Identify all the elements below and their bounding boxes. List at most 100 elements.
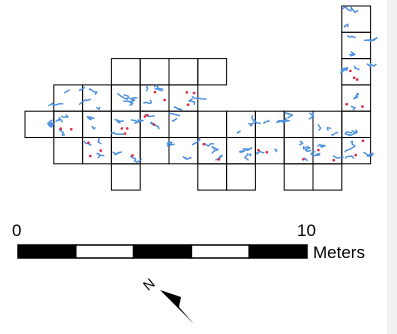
window-edge — [387, 0, 397, 334]
north-arrow-icon: N — [140, 275, 194, 324]
grid-cell — [254, 137, 285, 165]
artifact-outline — [284, 111, 294, 119]
artifact-outline — [344, 155, 355, 159]
artifact-outline — [317, 143, 326, 148]
artifact-outline — [97, 138, 102, 145]
artifact-outline — [298, 140, 304, 146]
point-find-marker — [354, 153, 358, 157]
artifact-outline — [64, 89, 70, 94]
artifact-outline — [251, 114, 261, 125]
artifact-outline — [116, 92, 129, 100]
artifact-outline — [363, 37, 378, 43]
grid-cell — [312, 110, 343, 138]
scale-unit-label: Meters — [313, 243, 365, 262]
grid-cell — [341, 5, 372, 33]
grid-cell — [197, 58, 228, 86]
point-find-marker — [361, 105, 364, 108]
grid-cell — [110, 58, 141, 86]
artifact-outline — [114, 119, 124, 124]
point-find-marker — [146, 114, 149, 117]
artifact-outline — [366, 63, 377, 68]
artifact-outline — [263, 119, 270, 124]
artifact-outline — [88, 88, 98, 95]
artifact-outline — [344, 140, 356, 153]
artifact-outline — [83, 140, 92, 147]
point-find-marker — [120, 127, 124, 130]
artifact-outline — [353, 65, 360, 71]
point-find-marker — [152, 123, 156, 126]
point-find-marker — [185, 91, 189, 94]
scale-segments — [17, 244, 308, 259]
grid-cell — [139, 58, 170, 86]
artifact-outline — [256, 150, 265, 155]
point-find-marker — [352, 76, 356, 80]
artifact-outline — [130, 154, 143, 163]
grid-cell — [53, 84, 84, 112]
excavation-grid — [24, 5, 372, 191]
artifact-outline — [350, 105, 356, 111]
point-find-marker — [345, 102, 349, 106]
artifact-outline — [351, 129, 358, 136]
artifact-outline — [168, 112, 181, 117]
north-arrow-shape — [160, 290, 194, 324]
scale-segment — [17, 244, 77, 259]
artifact-outline — [242, 146, 253, 151]
point-find-marker — [217, 158, 221, 161]
grid-cell — [341, 137, 372, 165]
artifact-outline — [248, 121, 255, 127]
grid-cell — [139, 137, 170, 165]
artifact-outline — [275, 119, 291, 124]
artifact-outline — [91, 125, 96, 130]
point-find-marker — [131, 154, 134, 157]
artifact-outline — [86, 116, 95, 121]
artifact-outline — [48, 121, 56, 127]
grid-cell — [82, 137, 112, 165]
artifact-outline — [78, 98, 92, 106]
point-find-marker — [332, 158, 336, 162]
point-find-marker — [59, 127, 62, 130]
grid-cell — [283, 163, 314, 191]
artifact-outline — [55, 116, 64, 123]
artifact-outline — [171, 117, 178, 122]
artifact-outline — [153, 84, 163, 92]
scale-segment — [132, 244, 193, 259]
north-arrow-label: N — [140, 275, 158, 294]
scale-bar: 0 10 Meters — [12, 221, 365, 262]
point-find-marker — [302, 158, 305, 161]
artifact-outline — [173, 106, 183, 111]
artifact-outline — [326, 126, 332, 131]
grid-cell — [168, 58, 199, 86]
artifact-outline — [166, 141, 175, 146]
artifact-outline — [342, 6, 352, 12]
artifact-outline — [112, 151, 123, 156]
artifact-outline — [308, 111, 315, 120]
artifact-outline — [95, 106, 101, 110]
artifact-outline — [343, 23, 349, 28]
grid-cell — [226, 163, 256, 191]
artifact-outline — [110, 131, 125, 135]
artifact-outline — [203, 142, 214, 147]
point-find-marker — [143, 115, 147, 118]
grid-cell — [197, 110, 228, 138]
point-find-marker — [70, 128, 73, 131]
grid-cell — [168, 137, 199, 165]
artifact-outline — [340, 66, 349, 72]
artifact-outline — [60, 114, 69, 118]
artifact-outline — [123, 100, 134, 107]
artifact-outline — [310, 151, 321, 157]
artifact-outline — [130, 119, 139, 124]
artifact-outline — [137, 118, 144, 123]
artifact-outline — [344, 131, 353, 137]
artifact-outline — [58, 128, 66, 136]
artifact-outline — [145, 85, 149, 92]
point-find-marker — [355, 78, 359, 81]
point-find-marker — [153, 90, 157, 94]
grid-cell — [254, 110, 285, 138]
grid-cell — [341, 58, 372, 86]
artifact-outline — [143, 99, 153, 105]
scale-segment — [248, 244, 308, 259]
point-find-marker — [87, 141, 90, 144]
artifact-outline — [363, 151, 375, 157]
artifact-outline — [191, 95, 207, 100]
